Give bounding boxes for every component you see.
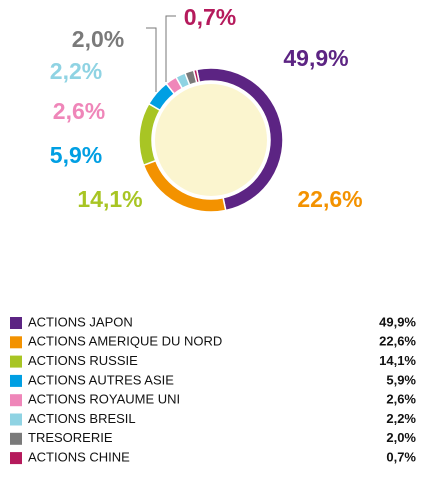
legend-label: ACTIONS AMERIQUE DU NORD — [28, 334, 222, 349]
legend-label: ACTIONS CHINE — [28, 450, 130, 465]
data-label: 14,1% — [77, 186, 142, 212]
data-label: 22,6% — [297, 186, 362, 212]
legend-value: 0,7% — [386, 450, 416, 465]
legend-value: 14,1% — [379, 353, 416, 368]
data-label: 49,9% — [283, 45, 348, 71]
legend-label: TRESORERIE — [28, 430, 113, 445]
leader-line — [146, 27, 157, 92]
donut-segment — [192, 68, 201, 84]
legend-swatch — [10, 355, 22, 368]
legend-value: 49,9% — [379, 314, 416, 329]
legend-swatch — [10, 394, 22, 407]
legend-value: 22,6% — [379, 334, 416, 349]
legend-swatch — [10, 413, 22, 426]
legend-value: 2,0% — [386, 430, 416, 445]
legend-value: 2,2% — [386, 411, 416, 426]
leader-line — [165, 15, 176, 82]
legend-swatch — [10, 452, 22, 465]
legend-label: ACTIONS AUTRES ASIE — [28, 372, 174, 387]
legend-swatch — [10, 317, 22, 329]
data-label: 2,6% — [53, 98, 105, 124]
legend-label: ACTIONS RUSSIE — [28, 353, 138, 368]
data-label: 2,0% — [72, 26, 124, 52]
legend-value: 2,6% — [386, 392, 416, 407]
data-label: 5,9% — [50, 142, 102, 168]
legend-label: ACTIONS ROYAUME UNI — [28, 392, 180, 407]
legend-swatch — [10, 432, 22, 445]
legend-swatch — [10, 336, 22, 349]
data-label: 2,2% — [50, 58, 102, 84]
data-label: 0,7% — [184, 4, 236, 30]
legend-value: 5,9% — [386, 372, 416, 387]
donut-center — [155, 84, 267, 196]
legend-swatch — [10, 374, 22, 387]
legend-label: ACTIONS JAPON — [28, 314, 133, 329]
legend-label: ACTIONS BRESIL — [28, 411, 136, 426]
